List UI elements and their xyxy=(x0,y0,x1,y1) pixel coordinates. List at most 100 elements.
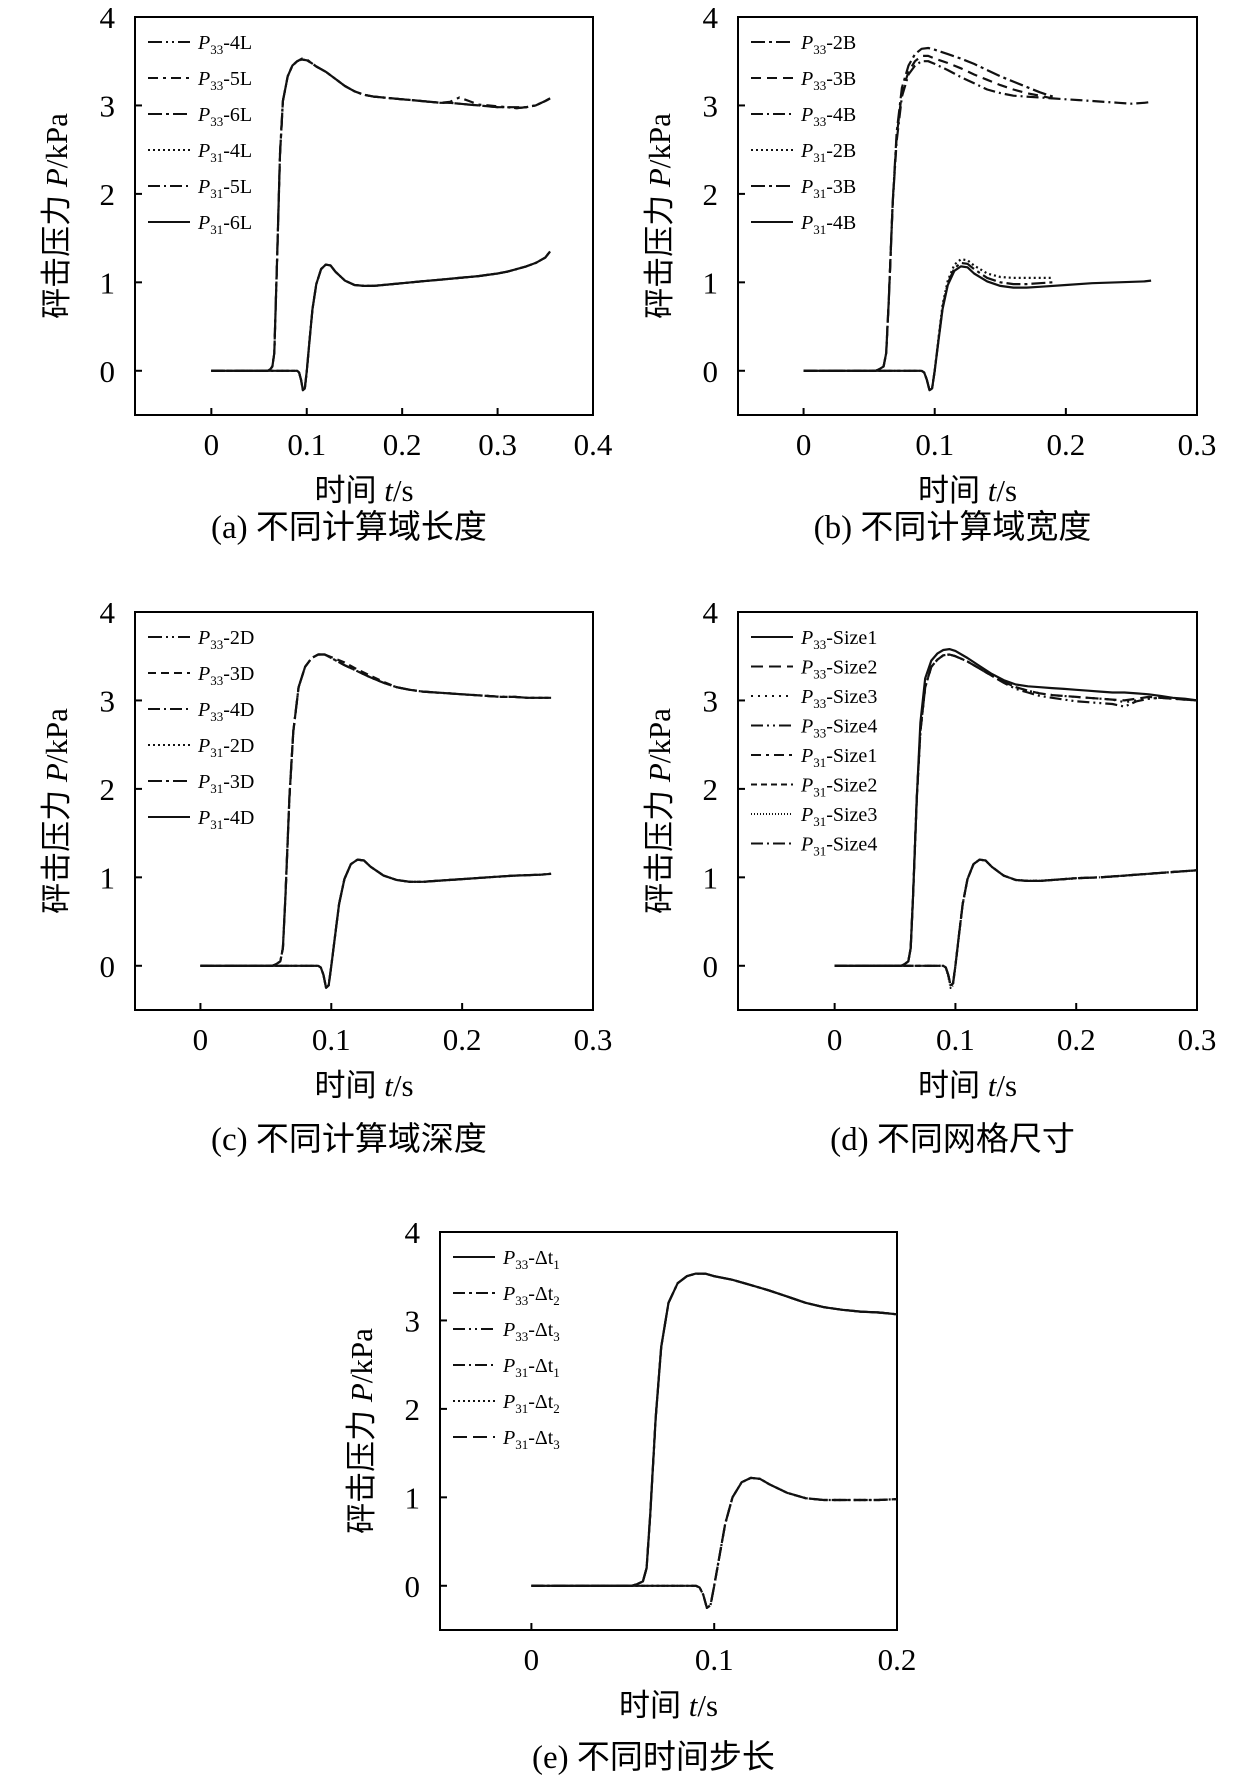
legend-entry: P33-Δt2 xyxy=(502,1283,560,1308)
legend-entry: P31-3B xyxy=(800,176,856,201)
legend-suffix: -Size1 xyxy=(826,627,877,649)
legend-entry: P31-5L xyxy=(197,176,252,201)
legend-suffix: -2B xyxy=(826,32,856,54)
legend-entry: P33-4L xyxy=(197,32,252,57)
legend-entry: P31-4D xyxy=(197,807,254,832)
legend-var: P xyxy=(800,176,813,198)
series-line-P33-Δt3 xyxy=(531,1272,897,1587)
legend-entry: P31-4B xyxy=(800,212,856,237)
y-axis-label-unit: /kPa xyxy=(344,1328,379,1383)
x-axis-label-var: t xyxy=(988,1068,998,1103)
series-line-P33-6L xyxy=(211,58,551,372)
x-tick-label: 0 xyxy=(524,1642,540,1677)
legend-sub: 31 xyxy=(210,150,223,165)
legend-entry: P31-Δt1 xyxy=(502,1355,560,1380)
x-axis-label: 时间 t/s xyxy=(918,473,1017,508)
plot-frame xyxy=(439,1231,898,1631)
y-tick-label: 2 xyxy=(100,177,116,212)
legend-var: P xyxy=(800,212,813,234)
legend-entry: P33-5L xyxy=(197,68,252,93)
x-tick-label: 0 xyxy=(796,427,812,462)
legend-var: P xyxy=(197,212,210,234)
series-line-P31-4D xyxy=(200,858,552,989)
legend-entry: P31-2B xyxy=(800,140,856,165)
legend-sub: 31 xyxy=(210,745,223,760)
series-line-P33-Size1 xyxy=(834,648,1197,967)
y-tick-label: 3 xyxy=(100,683,116,718)
legend-sub: 31 xyxy=(813,222,826,237)
y-axis-label: 砰击压力 P/kPa xyxy=(344,1328,379,1534)
legend-suffix: -4B xyxy=(826,104,856,126)
series-line-P31-Size4 xyxy=(834,858,1197,987)
panel-caption: (d) 不同网格尺寸 xyxy=(830,1121,1075,1158)
x-tick-label: 0.3 xyxy=(1178,427,1217,462)
y-tick-label: 2 xyxy=(703,177,719,212)
legend-sub: 33 xyxy=(210,42,223,57)
legend-sub: 33 xyxy=(515,1293,528,1308)
legend-var: P xyxy=(800,104,813,126)
legend-sub: 33 xyxy=(813,78,826,93)
x-axis-label-unit: /s xyxy=(697,1688,718,1723)
y-axis-label: 砰击压力 P/kPa xyxy=(642,113,677,319)
x-axis-label-text: 时间 xyxy=(314,473,384,508)
legend-var: P xyxy=(800,686,813,708)
y-tick-label: 0 xyxy=(703,354,719,389)
legend-sub: 33 xyxy=(813,696,826,711)
y-axis-label: 砰击压力 P/kPa xyxy=(642,708,677,914)
x-tick-label: 0.1 xyxy=(936,1022,975,1057)
legend-sub: 33 xyxy=(210,673,223,688)
y-axis-label-var: P xyxy=(39,168,74,188)
legend-var: P xyxy=(197,68,210,90)
legend-entry: P31-4L xyxy=(197,140,252,165)
series-line-P31-3D xyxy=(200,858,552,989)
legend-var: P xyxy=(197,699,210,721)
legend-var: P xyxy=(800,140,813,162)
legend-var: P xyxy=(800,32,813,54)
legend-sub: 33 xyxy=(813,726,826,741)
panel-caption: (a) 不同计算域长度 xyxy=(211,509,487,546)
y-axis-label-text: 砰击压力 xyxy=(642,187,677,319)
panel-caption: (e) 不同时间步长 xyxy=(532,1740,775,1776)
legend-suffix: -4D xyxy=(223,807,254,829)
legend-entry: P33-Size2 xyxy=(800,657,877,682)
legend-entry: P33-2D xyxy=(197,627,254,652)
series-line-P33-Δt2 xyxy=(531,1272,897,1587)
x-axis-label-var: t xyxy=(689,1688,699,1723)
legend-sub: 31 xyxy=(813,186,826,201)
series-line-P31-3B xyxy=(803,261,1053,392)
series-line-P33-Size4 xyxy=(834,653,1197,967)
y-axis-label-var: P xyxy=(642,168,677,188)
legend-entry: P33-Δt1 xyxy=(502,1247,560,1272)
x-tick-label: 0.4 xyxy=(574,427,613,462)
x-tick-label: 0.2 xyxy=(383,427,422,462)
y-tick-label: 4 xyxy=(703,0,719,35)
y-tick-label: 2 xyxy=(703,772,719,807)
legend-suffix: -2D xyxy=(223,735,254,757)
legend-var: P xyxy=(800,745,813,767)
legend-suffix: -Size4 xyxy=(826,716,877,738)
series-line-P31-Δt3 xyxy=(531,1476,897,1609)
legend-time-sub: 3 xyxy=(553,1329,560,1344)
legend-entry: P31-Size3 xyxy=(800,804,877,829)
x-tick-label: 0.1 xyxy=(915,427,954,462)
legend-suffix: -3D xyxy=(223,771,254,793)
legend-sub: 33 xyxy=(813,667,826,682)
x-tick-label: 0 xyxy=(204,427,220,462)
series-group xyxy=(834,648,1197,989)
legend-entry: P33-4D xyxy=(197,699,254,724)
x-axis-label-unit: /s xyxy=(393,473,414,508)
legend-entry: P33-6L xyxy=(197,104,252,129)
legend-sub: 33 xyxy=(813,114,826,129)
legend-suffix: -Δt xyxy=(528,1391,554,1413)
y-tick-label: 4 xyxy=(405,1215,421,1250)
y-tick-label: 1 xyxy=(703,860,719,895)
legend-suffix: -Size3 xyxy=(826,686,877,708)
legend-var: P xyxy=(502,1247,515,1269)
y-axis-label-text: 砰击压力 xyxy=(39,782,74,914)
legend-sub: 31 xyxy=(515,1437,528,1452)
legend-suffix: -4B xyxy=(826,212,856,234)
legend-suffix: -Δt xyxy=(528,1283,554,1305)
legend-var: P xyxy=(502,1283,515,1305)
legend-suffix: -Δt xyxy=(528,1319,554,1341)
legend-suffix: -2D xyxy=(223,627,254,649)
